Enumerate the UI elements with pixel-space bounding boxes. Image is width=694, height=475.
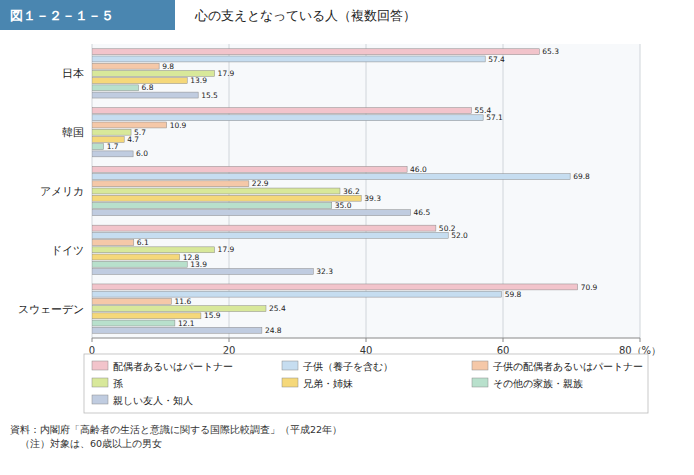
category-label: アメリカ	[40, 185, 84, 198]
plot-area	[92, 44, 640, 338]
bar	[92, 269, 313, 275]
title: 図１－２－１－５	[10, 8, 114, 23]
bar	[92, 202, 332, 208]
legend-swatch	[472, 361, 488, 370]
data-label: 70.9	[581, 283, 598, 292]
data-label: 32.3	[316, 267, 333, 276]
legend-label: 孫	[113, 378, 123, 389]
bar	[92, 92, 198, 98]
tick-mark	[92, 338, 93, 342]
x-axis	[92, 338, 640, 339]
data-label: 6.8	[142, 83, 154, 92]
bar	[92, 320, 175, 326]
bar	[92, 195, 361, 201]
data-label: 24.8	[265, 326, 282, 335]
bar	[92, 254, 180, 260]
bar	[92, 306, 266, 312]
bar	[92, 261, 187, 267]
bar	[92, 188, 340, 194]
bar	[92, 166, 407, 172]
bars	[92, 49, 578, 333]
data-label: 6.1	[137, 238, 149, 247]
legend-frame	[84, 354, 648, 413]
legend-swatch	[92, 361, 108, 370]
legend-label: 兄弟・姉妹	[303, 378, 353, 389]
data-label: 17.9	[218, 69, 235, 78]
legend-swatch	[282, 361, 298, 370]
category-label: 韓国	[62, 126, 84, 139]
data-label: 10.9	[170, 121, 187, 130]
bar	[92, 291, 502, 297]
data-label: 52.0	[451, 231, 468, 240]
category-label: スウェーデン	[18, 303, 84, 316]
bar	[92, 225, 436, 231]
category-label: 日本	[62, 67, 84, 80]
legend-label: その他の家族・親族	[493, 378, 583, 389]
tick-mark	[229, 338, 230, 342]
data-label: 65.3	[542, 47, 559, 56]
data-label: 25.4	[269, 304, 286, 313]
grid-line	[640, 44, 641, 338]
data-label: 4.7	[127, 135, 139, 144]
data-labels: 65.357.49.817.913.96.815.555.457.110.95.…	[107, 47, 598, 335]
subtitle: 心の支えとなっている人（複数回答）	[182, 8, 416, 23]
bar	[92, 298, 171, 304]
bar	[92, 240, 134, 246]
legend-label: 子供（養子を含む）	[303, 361, 393, 372]
legend-label: 配偶者あるいはパートナー	[113, 361, 233, 372]
tick-mark	[640, 338, 641, 342]
data-label: 36.2	[343, 187, 360, 196]
data-label: 57.4	[488, 55, 505, 64]
data-label: 15.5	[201, 91, 218, 100]
bar	[92, 210, 411, 216]
data-label: 59.8	[505, 290, 522, 299]
data-label: 12.1	[178, 319, 195, 328]
annotation: 資料：内閣府「高齢者の生活と意識に関する国際比較調査」（平成22年） （注）対象…	[10, 424, 342, 449]
annotation-line: （注）対象は、60歳以上の男女	[10, 438, 162, 449]
bar	[92, 85, 139, 91]
data-label: 9.8	[162, 62, 174, 71]
bar	[92, 327, 262, 333]
data-label: 11.6	[174, 297, 191, 306]
data-label: 17.9	[218, 245, 235, 254]
data-label: 35.0	[335, 201, 352, 210]
bar	[92, 49, 539, 55]
tick-mark	[503, 338, 504, 342]
legend-swatch	[282, 378, 298, 387]
legend: 配偶者あるいはパートナー 子供（養子を含む） 子供の配偶者あるいはパートナー孫 兄弟・…	[84, 354, 648, 413]
data-label: 15.9	[204, 311, 221, 320]
data-label: 46.5	[414, 208, 431, 217]
bar	[92, 174, 570, 180]
bar	[92, 181, 249, 187]
bar	[92, 108, 471, 114]
legend-swatch	[472, 378, 488, 387]
data-label: 46.0	[410, 165, 427, 174]
data-label: 13.9	[190, 76, 207, 85]
bar	[92, 122, 167, 128]
title-box	[0, 0, 175, 30]
data-label: 69.8	[573, 172, 590, 181]
grid-line	[503, 44, 504, 338]
tick-mark	[366, 338, 367, 342]
bar	[92, 78, 187, 84]
bar	[92, 63, 159, 69]
legend-label: 親しい友人・知人	[113, 395, 193, 406]
bar	[92, 56, 485, 62]
data-label: 6.0	[136, 149, 148, 158]
bar	[92, 129, 131, 135]
data-label: 13.9	[190, 260, 207, 269]
data-label: 22.9	[252, 179, 269, 188]
bar	[92, 151, 133, 157]
legend-swatch	[92, 395, 108, 404]
data-label: 39.3	[364, 194, 381, 203]
legend-label: 子供の配偶者あるいはパートナー	[493, 361, 643, 372]
bar	[92, 144, 104, 150]
bar	[92, 115, 483, 121]
data-label: 1.7	[107, 142, 119, 151]
annotation-line: 資料：内閣府「高齢者の生活と意識に関する国際比較調査」（平成22年）	[10, 424, 342, 435]
data-label: 57.1	[486, 113, 503, 122]
legend-swatch	[92, 378, 108, 387]
chart: 図１－２－１－５ 心の支えとなっている人（複数回答）020406080（%）65…	[0, 0, 694, 475]
category-label: ドイツ	[51, 244, 84, 257]
